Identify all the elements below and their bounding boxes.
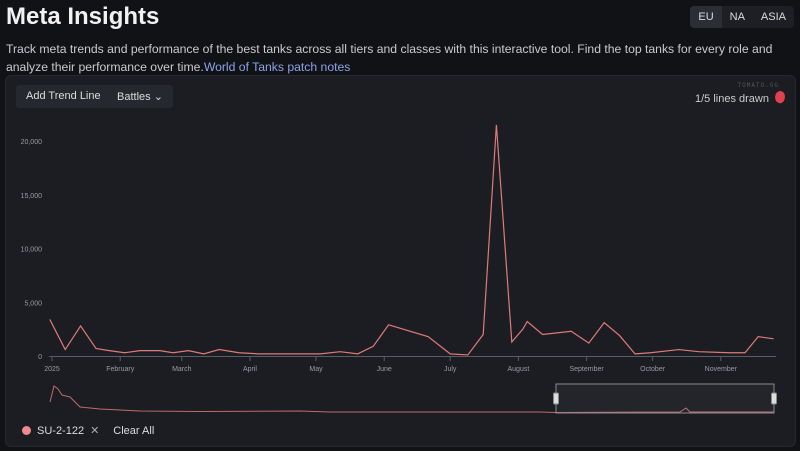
region-selector: EU NA ASIA [690, 6, 794, 28]
legend-series-label: SU-2-122 [37, 424, 85, 437]
x-tick-label: June [377, 366, 392, 373]
y-tick-label: 10,000 [21, 247, 43, 254]
region-eu-button[interactable]: EU [690, 6, 722, 28]
page-title: Meta Insights [6, 3, 160, 30]
series-line-su-2-122 [49, 124, 774, 356]
lines-drawn-count: 1/5 lines drawn [695, 93, 769, 105]
y-tick-label: 15,000 [21, 193, 43, 200]
y-tick-label: 20,000 [21, 139, 43, 146]
add-trend-line-button[interactable]: Add Trend Line [16, 85, 111, 108]
minimap-brush[interactable] [555, 383, 775, 414]
x-tick-label: April [243, 366, 257, 373]
metric-label: Battles [117, 91, 151, 103]
description-text: Track meta trends and performance of the… [6, 42, 773, 74]
x-tick-label: March [172, 366, 192, 373]
metric-dropdown[interactable]: Battles ⌄ [107, 85, 173, 108]
clear-all-button[interactable]: Clear All [113, 424, 155, 437]
chart-panel: Add Trend Line Battles ⌄ TOMATO.GG 1/5 l… [5, 75, 796, 447]
minimap-line [49, 385, 774, 414]
region-asia-button[interactable]: ASIA [760, 11, 786, 23]
remove-series-icon[interactable]: ✕ [90, 425, 100, 437]
brush-handle[interactable] [553, 392, 559, 405]
patch-notes-link[interactable]: World of Tanks patch notes [203, 60, 351, 74]
legend: SU-2-122 ✕ Clear All [22, 424, 154, 437]
x-tick-label: August [508, 366, 530, 373]
brush-handle[interactable] [771, 392, 777, 405]
x-tick-label: November [705, 366, 738, 373]
brand-watermark: TOMATO.GG [737, 82, 779, 89]
y-tick-label: 5,000 [24, 300, 42, 307]
chevron-down-icon: ⌄ [153, 91, 163, 103]
x-tick-label: July [444, 366, 457, 373]
y-tick-label: 0 [38, 354, 42, 361]
region-na-button[interactable]: NA [729, 11, 745, 23]
x-tick-label: May [309, 366, 323, 373]
description: Track meta trends and performance of the… [6, 40, 796, 76]
x-tick-label: 2025 [44, 366, 60, 373]
x-tick-label: September [569, 366, 604, 373]
series-color-dot [22, 426, 31, 435]
x-tick-label: October [640, 366, 666, 373]
x-tick-label: February [106, 366, 135, 373]
